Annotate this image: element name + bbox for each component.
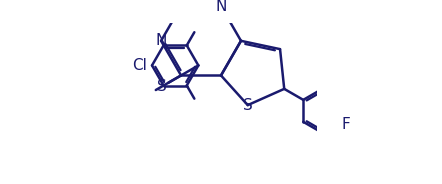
Text: S: S (157, 79, 167, 94)
Text: F: F (341, 117, 350, 132)
Text: S: S (243, 98, 253, 113)
Text: N: N (215, 0, 227, 14)
Text: Cl: Cl (132, 58, 147, 73)
Text: N: N (156, 33, 167, 48)
